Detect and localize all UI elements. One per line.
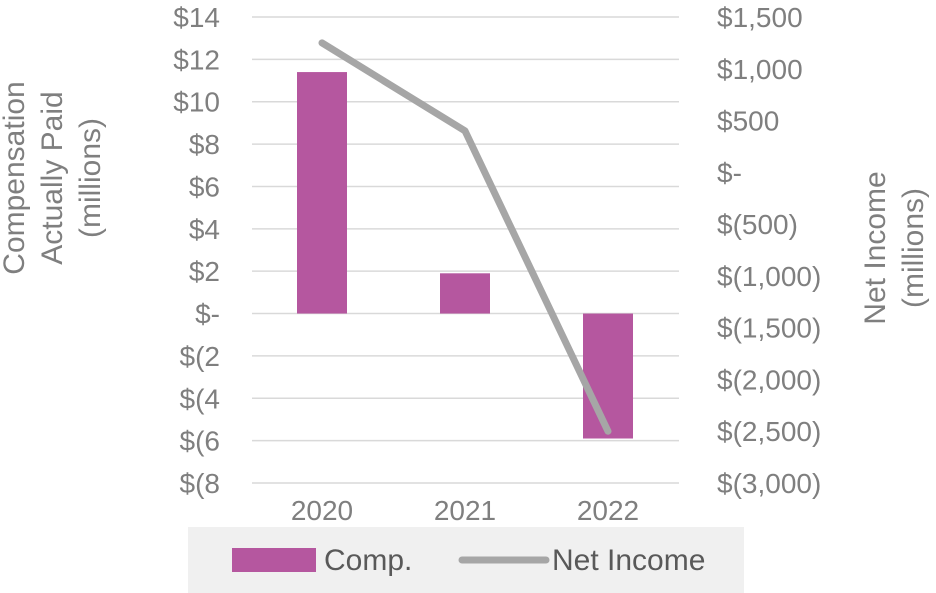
right-axis-title-line: Net Income [859, 171, 892, 324]
left-axis-ticks: $14 $12 $10 $8 $6 $4 $2 $- $(2 $(4 $(6 $(8 [173, 2, 220, 499]
left-tick-label: $(2 [180, 341, 220, 372]
right-tick-label: $(2,500) [717, 416, 821, 447]
left-tick-label: $10 [173, 87, 220, 118]
bar-2021 [440, 273, 490, 314]
left-tick-label: $12 [173, 44, 220, 75]
bar-2020 [297, 72, 347, 314]
left-axis-title-text: Compensation Actually Paid (millions) [0, 81, 107, 274]
right-axis-title-text: Net Income (millions) [859, 171, 930, 324]
right-tick-label: $(500) [717, 209, 798, 240]
left-tick-label: $6 [189, 171, 220, 202]
left-tick-label: $(8 [180, 468, 220, 499]
legend-label-comp: Comp. [324, 544, 412, 577]
x-tick-label: 2020 [291, 495, 353, 526]
left-tick-label: $(6 [180, 426, 220, 457]
right-tick-label: $(2,000) [717, 364, 821, 395]
left-tick-label: $8 [189, 129, 220, 160]
left-axis-title-line: (millions) [74, 118, 107, 238]
legend-swatch-comp [232, 548, 316, 572]
right-tick-label: $500 [717, 106, 779, 137]
left-axis-title: Compensation Actually Paid (millions) [0, 81, 107, 274]
right-tick-label: $(1,500) [717, 313, 821, 344]
left-tick-label: $14 [173, 2, 220, 33]
left-tick-label: $2 [189, 256, 220, 287]
right-axis-title-line: (millions) [897, 188, 930, 308]
right-tick-label: $1,000 [717, 54, 803, 85]
right-tick-label: $(1,000) [717, 261, 821, 292]
legend: Comp. Net Income [188, 527, 744, 593]
legend-label-net-income: Net Income [552, 544, 705, 577]
left-tick-label: $4 [189, 214, 220, 245]
left-tick-label: $(4 [180, 383, 220, 414]
right-tick-label: $(3,000) [717, 468, 821, 499]
line-series-net-income [318, 39, 612, 435]
left-axis-title-line: Compensation [0, 81, 31, 274]
bar-series-comp [297, 72, 633, 439]
bar-2022 [583, 313, 633, 439]
right-tick-label: $1,500 [717, 2, 803, 33]
right-axis-ticks: $1,500 $1,000 $500 $- $(500) $(1,000) $(1,500)… [717, 2, 821, 499]
left-axis-title-line: Actually Paid [36, 91, 69, 264]
x-tick-label: 2021 [434, 495, 496, 526]
x-axis-ticks: 2020 2021 2022 [291, 495, 639, 526]
right-axis-title: Net Income (millions) [859, 171, 930, 324]
right-tick-label: $- [717, 157, 742, 188]
x-tick-label: 2022 [577, 495, 639, 526]
left-tick-label: $- [195, 299, 220, 330]
